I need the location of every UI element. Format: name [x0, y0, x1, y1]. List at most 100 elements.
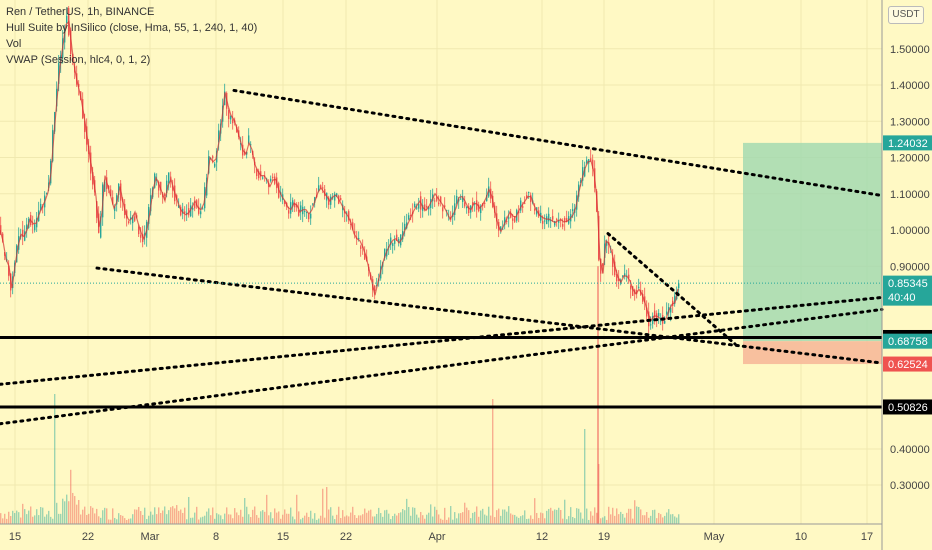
volume-bar [554, 509, 556, 524]
volume-bar [292, 516, 294, 524]
time-axis-label: 22 [82, 531, 94, 543]
symbol-title[interactable]: Ren / TetherUS, 1h, BINANCE [6, 6, 155, 18]
candle-body [534, 208, 536, 211]
price-axis-label: 1.40000 [890, 80, 930, 92]
candle-body [658, 312, 660, 317]
volume-bar [56, 502, 58, 524]
candle-body [100, 216, 102, 238]
candle-body [202, 208, 204, 210]
candle-body [438, 202, 440, 205]
chart-legend: Ren / TetherUS, 1h, BINANCE Hull Suite b… [6, 4, 257, 68]
volume-bar [170, 507, 172, 524]
volume-bar [316, 519, 318, 524]
volume-bar [590, 511, 592, 524]
volume-bar [184, 507, 186, 524]
candle-body [642, 293, 644, 302]
volume-bar [670, 514, 672, 524]
candle-body [232, 119, 234, 124]
candle-body [346, 212, 348, 214]
hull-suite-indicator-label[interactable]: Hull Suite by InSilico (close, Hma, 55, … [6, 22, 258, 34]
volume-bar [606, 519, 608, 524]
candle-body [328, 197, 330, 205]
volume-bar [416, 514, 418, 524]
volume-bar [138, 506, 140, 524]
candle-body [530, 194, 532, 203]
volume-bar [274, 508, 276, 524]
candle-body [592, 159, 594, 169]
volume-bar [598, 464, 600, 524]
volume-bar [254, 506, 256, 524]
candle-body [230, 116, 232, 120]
candle-body [542, 220, 544, 224]
volume-bar [594, 507, 596, 524]
volume-bar [496, 510, 498, 524]
volume-bar [620, 511, 622, 524]
volume-bar [34, 515, 36, 524]
volume-bar [18, 512, 20, 524]
volume-bar [412, 507, 414, 524]
volume-bar [168, 510, 170, 524]
candle-body [218, 130, 220, 143]
currency-button[interactable]: USDT [888, 6, 924, 24]
volume-bar [190, 517, 192, 524]
candle-body [524, 202, 526, 204]
candle-body [360, 246, 362, 249]
candle-body [652, 316, 654, 324]
drawn-lines[interactable] [0, 88, 884, 426]
volume-bar [388, 513, 390, 524]
volume-bar [246, 506, 248, 524]
candle-body [306, 212, 308, 214]
volume-bar [242, 516, 244, 524]
volume-bar [202, 516, 204, 524]
volume-indicator-label[interactable]: Vol [6, 38, 22, 50]
volume-bar [542, 513, 544, 524]
candle-body [520, 200, 522, 211]
volume-bar [2, 518, 4, 524]
time-axis[interactable]: 15 22 Mar 8 15 22 Apr 12 19 May 10 17 [9, 531, 873, 543]
volume-bar [280, 518, 282, 524]
candle-body [334, 193, 336, 201]
volume-bar [586, 508, 588, 524]
volume-bar [560, 509, 562, 524]
volume-bar [608, 506, 610, 524]
price-tag-bg [883, 135, 932, 151]
volume-bar [478, 516, 480, 524]
volume-bar [102, 510, 104, 524]
volume-bar [374, 516, 376, 524]
candle-body [358, 237, 360, 240]
price-axis[interactable]: 1.50000 1.40000 1.30000 1.20000 1.10000 1.000… [890, 44, 930, 492]
volume-bar [354, 515, 356, 524]
volume-bar [422, 515, 424, 524]
candle-body [526, 195, 528, 199]
volume-bar [634, 500, 636, 524]
volume-bar [12, 510, 14, 524]
volume-bar [494, 517, 496, 524]
price-axis-label: 1.50000 [890, 44, 930, 56]
candle-body [348, 211, 350, 221]
volume-bar [194, 512, 196, 524]
volume-bar [662, 517, 664, 524]
volume-bar [394, 513, 396, 524]
candle-body [352, 222, 354, 230]
volume-bar [62, 498, 64, 524]
volume-bar [652, 510, 654, 524]
volume-bar [452, 519, 454, 524]
volume-bar [288, 513, 290, 524]
candle-body [304, 211, 306, 213]
long-position-tool[interactable] [743, 142, 882, 365]
volume-bar [228, 514, 230, 524]
time-axis-label: Apr [428, 531, 445, 543]
candle-body [408, 215, 410, 220]
volume-bar [622, 513, 624, 524]
candle-body [318, 185, 320, 191]
volume-bar [678, 514, 680, 524]
candle-body [630, 285, 632, 290]
candle-body [214, 163, 216, 167]
volume-bar [418, 517, 420, 524]
trendline [232, 88, 884, 198]
volume-bar [384, 510, 386, 524]
candle-body [424, 204, 426, 211]
vwap-indicator-label[interactable]: VWAP (Session, hlc4, 0, 1, 2) [6, 54, 151, 66]
volume-bar [426, 514, 428, 524]
